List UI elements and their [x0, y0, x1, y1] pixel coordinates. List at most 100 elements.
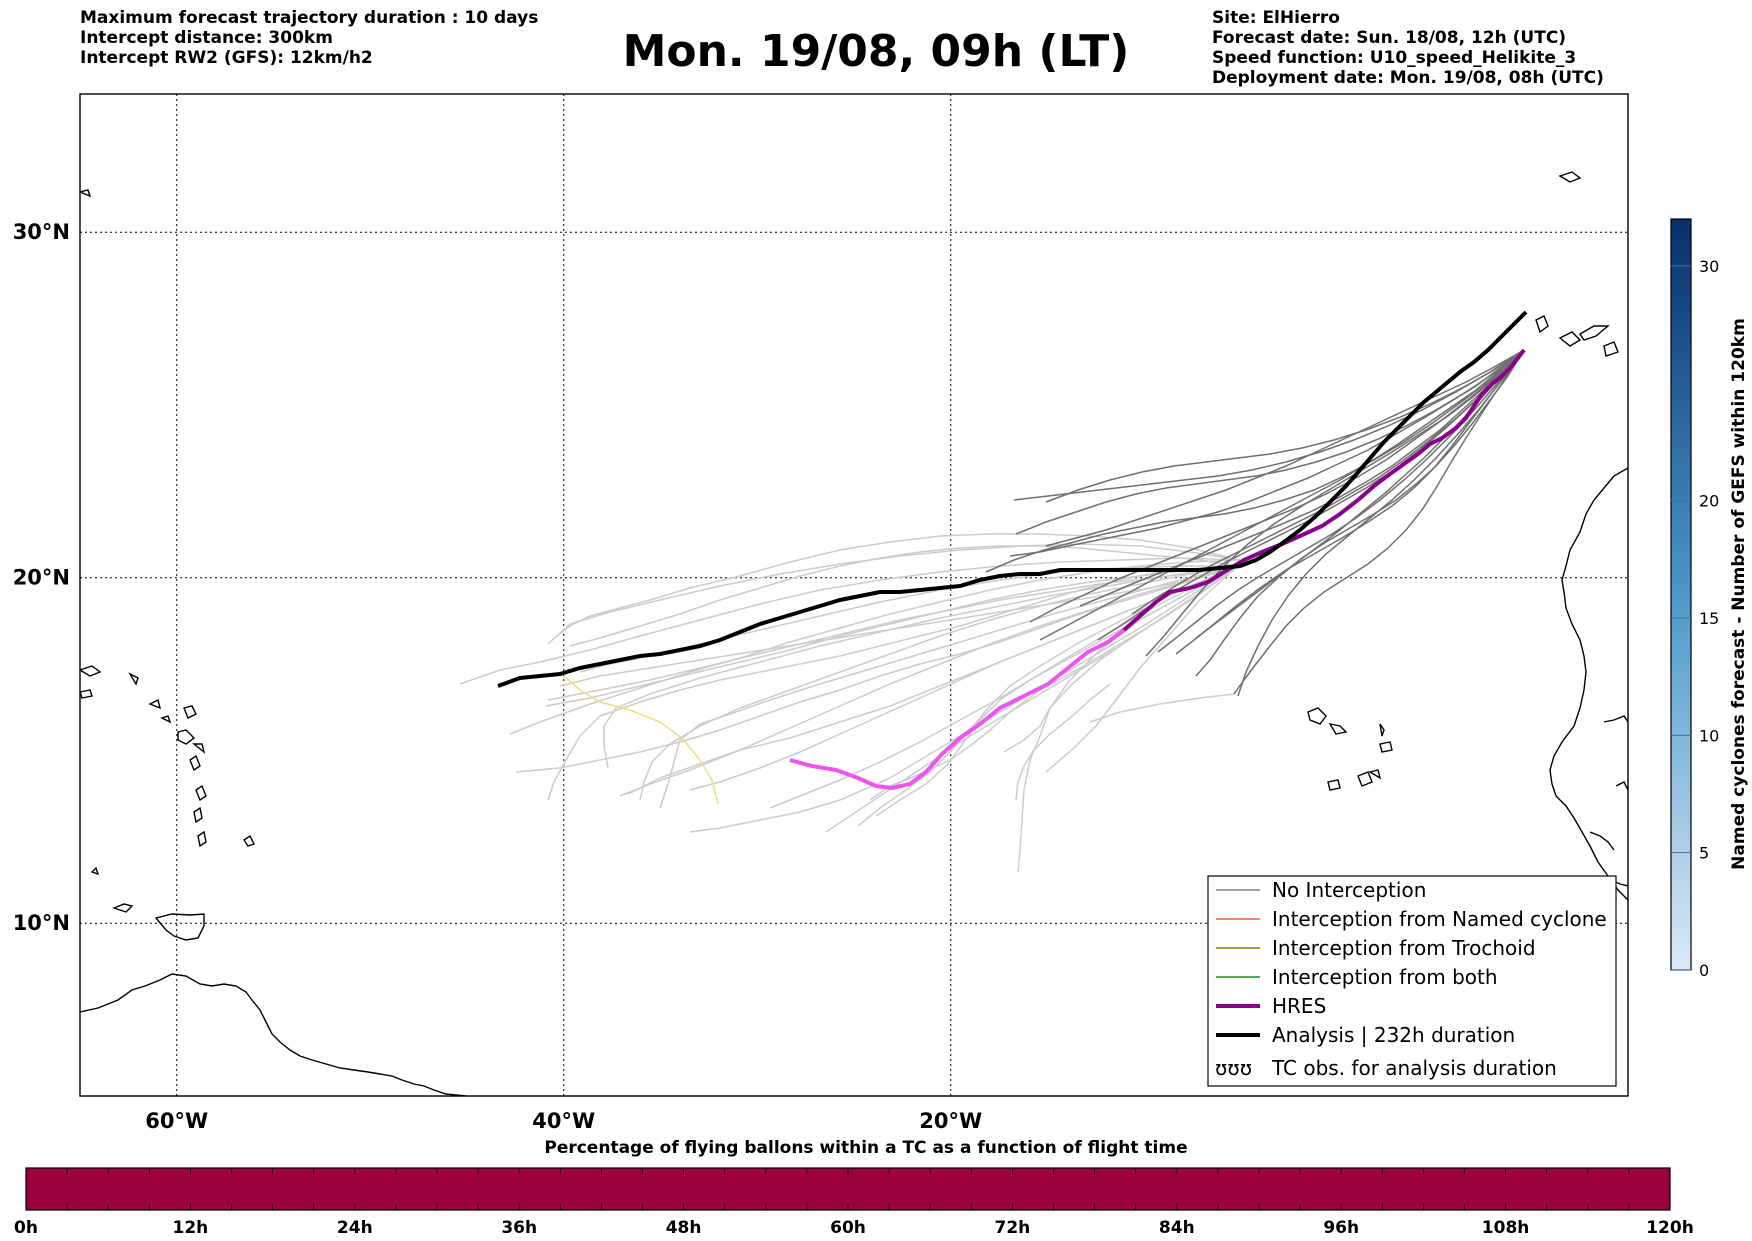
light-trajectory-21: [639, 565, 1239, 801]
coastline-cape-verde-1: [1307, 707, 1327, 725]
coastline-africa-detail-4: [1615, 781, 1628, 791]
coastline-island-6: [243, 834, 255, 847]
bottom-bar-tick-label: 120h: [1646, 1218, 1694, 1238]
legend-trochoid-label: Interception from Trochoid: [1272, 936, 1536, 960]
lon-label: 20°W: [919, 1109, 982, 1133]
no-interception-trajectory-12: [1045, 349, 1525, 547]
coastline-cape-verde-5: [1327, 779, 1341, 791]
no-interception-trajectory-5: [1079, 349, 1525, 607]
bottom-bar-ticks: 0h 12h 24h 36h 48h 60h 72h 84h 96h 108h 120h: [14, 1218, 1694, 1238]
lat-label: 20°N: [13, 566, 70, 590]
coastline-island-1: [183, 705, 197, 719]
light-trajectory-4: [547, 565, 1239, 701]
light-trajectory-25: [1003, 565, 1239, 753]
coastline-grenada: [90, 866, 100, 876]
colorbar-tick-label: 15: [1699, 609, 1719, 628]
lon-label: 60°W: [145, 1109, 208, 1133]
light-trajectories: [459, 533, 1241, 873]
header-site: Site: ElHierro: [1212, 8, 1340, 28]
coastline-cape-verde-6: [1357, 771, 1373, 787]
legend-items: No Interception Interception from Named c…: [1216, 878, 1607, 1047]
light-trajectory-15: [627, 565, 1239, 795]
legend-named-cyclone-label: Interception from Named cyclone: [1272, 907, 1607, 931]
legend-hres-label: HRES: [1272, 994, 1326, 1018]
bottom-bar-tick-label: 96h: [1323, 1218, 1359, 1238]
coastline-tobago: [111, 903, 134, 913]
coastline-canary-1: [1535, 315, 1549, 334]
coastline-island-14: [80, 189, 92, 198]
no-interception-trajectory-9: [1195, 349, 1525, 677]
light-trajectory-5: [619, 565, 1239, 797]
bottom-bar-title: Percentage of flying ballons within a TC…: [544, 1138, 1187, 1158]
bottom-bar-tick-label: 48h: [666, 1218, 702, 1238]
coastline-island-3: [195, 784, 207, 802]
legend-analysis-label: Analysis | 232h duration: [1272, 1023, 1515, 1047]
header-forecast-date: Forecast date: Sun. 18/08, 12h (UTC): [1212, 28, 1567, 48]
analysis-trajectory: [497, 310, 1528, 688]
coastline-island-8: [80, 665, 102, 677]
colorbar-tick-label: 0: [1699, 961, 1709, 980]
header-max-duration: Maximum forecast trajectory duration : 1…: [80, 8, 539, 28]
colorbar-tick-label: 30: [1699, 257, 1719, 276]
coastline-island-7: [177, 729, 196, 745]
coastline-island-2: [189, 754, 201, 772]
colorbar: 0 5 10 15 20 30 Named cyclones forecast - Num…: [1670, 218, 1749, 980]
coastline-africa: [1549, 467, 1628, 901]
map-axis-labels: 30°N 20°N 10°N 60°W 40°W 20°W: [13, 220, 983, 1133]
colorbar-label: Named cyclones forecast - Number of GEFS…: [1729, 318, 1749, 870]
legend: No Interception Interception from Named c…: [1207, 875, 1617, 1087]
coastline-cape-verde-4: [1379, 741, 1393, 753]
light-trajectory-27: [1015, 683, 1111, 801]
bottom-bar-tick-label: 0h: [14, 1218, 38, 1238]
lon-label: 40°W: [532, 1109, 595, 1133]
coastlines: [80, 171, 1628, 1096]
coastline-cape-verde-3: [1379, 723, 1385, 737]
light-trajectory-13: [1045, 565, 1239, 773]
light-trajectory-9: [551, 533, 1241, 641]
no-interception-trajectory-1: [1039, 349, 1525, 641]
light-trajectory-18: [769, 565, 1239, 809]
lat-label: 30°N: [13, 220, 70, 244]
no-interception-trajectory-7: [985, 349, 1525, 573]
page-title: Mon. 19/08, 09h (LT): [622, 26, 1130, 77]
coastline-island-12: [160, 715, 172, 724]
light-trajectory-11: [857, 565, 1239, 827]
coastline-island-9: [80, 689, 93, 699]
coastline-canary-3: [1579, 325, 1610, 341]
map-frame: [79, 93, 1629, 1097]
no-interception-trajectory-4: [1009, 349, 1525, 557]
bottom-bar-tick-label: 36h: [501, 1218, 537, 1238]
no-interception-trajectory-17: [1045, 349, 1525, 503]
no-interception-trajectory-13: [1013, 349, 1525, 501]
colorbar-tick-label: 20: [1699, 492, 1719, 511]
coastline-south-america: [80, 973, 467, 1096]
hres-trajectory: [1122, 348, 1526, 632]
light-trajectory-28: [1089, 693, 1235, 723]
bottom-bar-tick-label: 60h: [830, 1218, 866, 1238]
header-intercept-distance: Intercept distance: 300km: [80, 28, 333, 48]
no-interception-trajectory-11: [1233, 349, 1525, 695]
yellow-trajectory: [563, 675, 719, 805]
no-interception-trajectory-16: [1145, 349, 1525, 657]
coastline-island-5: [197, 830, 207, 848]
trajectories-layer: [459, 310, 1528, 873]
legend-box: [1207, 875, 1617, 1087]
bottom-bar-minor-ticks: [25, 1168, 1671, 1210]
colorbar-gradient: [1670, 218, 1692, 971]
coastline-africa-detail-2: [1589, 831, 1615, 851]
coastline-trinidad: [154, 913, 205, 941]
colorbar-tick-label: 5: [1699, 844, 1709, 863]
header-left-info: Maximum forecast trajectory duration : 1…: [80, 8, 538, 68]
light-trajectory-22: [569, 545, 1239, 647]
legend-no-interception-label: No Interception: [1272, 878, 1426, 902]
bottom-bar-tick-label: 24h: [337, 1218, 373, 1238]
coastline-cape-verde-7: [1368, 769, 1382, 780]
lat-label: 10°N: [13, 911, 70, 935]
header-intercept-rw2: Intercept RW2 (GFS): 12km/h2: [80, 48, 373, 68]
coastline-africa-detail-1: [1603, 715, 1628, 723]
no-interception-trajectory-15: [1237, 349, 1525, 697]
coastline-madeira: [1558, 171, 1582, 183]
no-interception-trajectory-8: [1175, 349, 1525, 655]
header-speed-function: Speed function: U10_speed_Helikite_3: [1212, 48, 1577, 68]
